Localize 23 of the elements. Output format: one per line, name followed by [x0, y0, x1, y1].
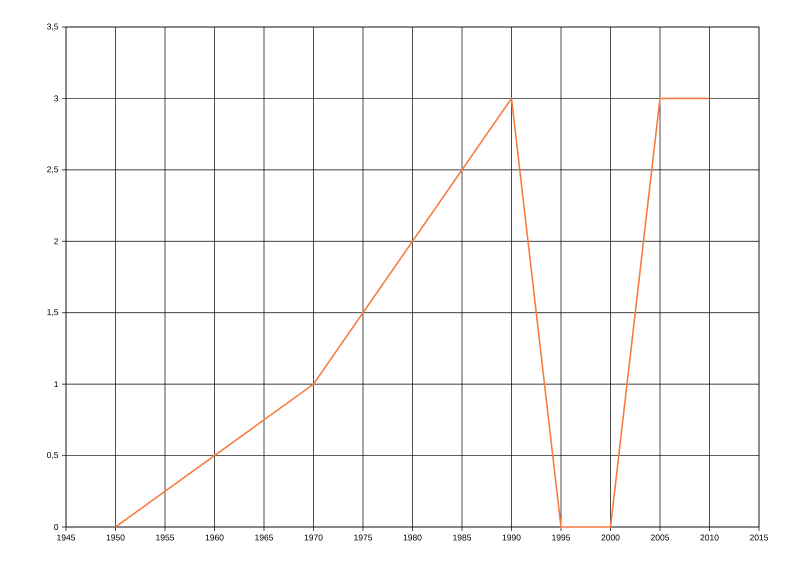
x-tick-label: 2010	[700, 534, 719, 541]
y-tick-label: 2	[54, 238, 58, 244]
y-tick-label: 3,5	[47, 24, 58, 30]
x-tick-label: 2015	[750, 534, 768, 541]
x-tick-label: 1975	[354, 534, 372, 541]
x-tick-label: 1965	[255, 534, 274, 541]
x-tick-label: 1945	[57, 534, 76, 541]
x-tick-label: 2005	[651, 534, 670, 541]
x-tick-label: 1985	[453, 534, 472, 541]
x-tick-label: 1990	[502, 534, 521, 541]
x-tick-label: 2000	[602, 534, 620, 541]
y-tick-label: 3	[54, 95, 58, 102]
y-tick-label: 2,5	[47, 166, 58, 174]
y-tick-label: 0,5	[47, 452, 58, 460]
y-tick-label: 1,5	[47, 309, 58, 316]
x-tick-label: 1970	[304, 534, 323, 541]
x-tick-label: 1950	[106, 534, 125, 541]
x-tick-label: 1995	[552, 534, 570, 541]
x-tick-label: 1980	[404, 534, 422, 541]
x-tick-label: 1955	[156, 534, 174, 541]
x-tick-label: 1960	[206, 534, 224, 541]
y-tick-label: 1	[54, 381, 58, 388]
y-tick-label: 0	[54, 524, 58, 530]
